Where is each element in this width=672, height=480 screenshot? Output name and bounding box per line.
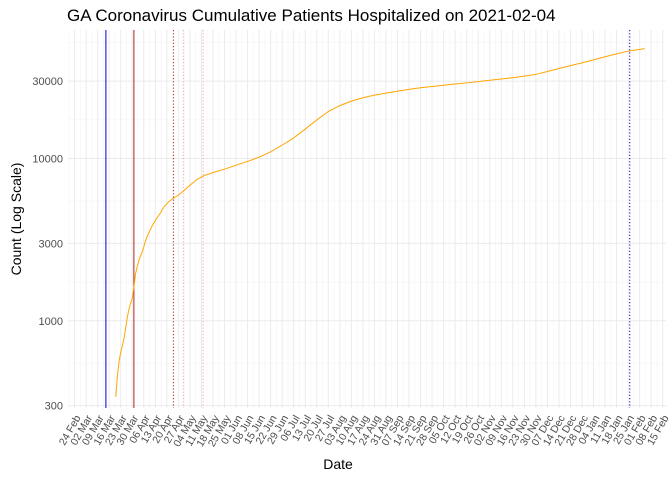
grid-lines [68, 30, 666, 408]
y-tick-label: 30000 [32, 76, 63, 88]
x-axis-label: Date [323, 456, 353, 472]
series-layer [115, 48, 645, 397]
series-line [115, 48, 645, 397]
y-tick-label: 1000 [39, 316, 63, 328]
event-lines [105, 30, 631, 408]
y-tick-label: 10000 [32, 154, 63, 166]
chart-title: GA Coronavirus Cumulative Patients Hospi… [67, 6, 556, 25]
y-tick-label: 300 [45, 401, 63, 413]
y-tick-label: 3000 [39, 238, 63, 250]
y-tick-labels: 300 1000 3000 10000 30000 [32, 76, 63, 412]
